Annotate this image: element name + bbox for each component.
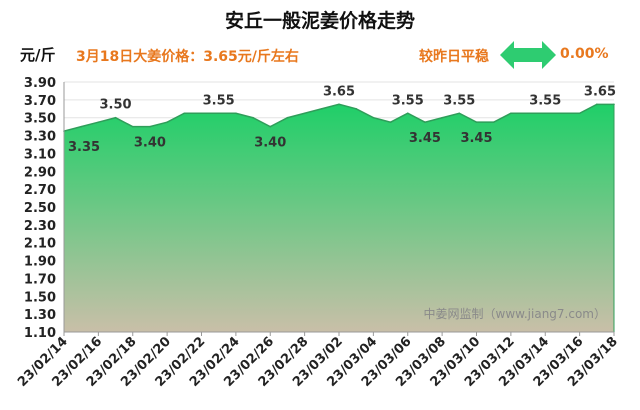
data-point [372, 116, 375, 119]
data-point [389, 121, 392, 123]
data-label: 3.40 [254, 136, 286, 151]
y-tick-label: 2.50 [24, 201, 56, 216]
data-label: 3.50 [100, 98, 132, 113]
y-tick-label: 1.90 [24, 255, 56, 270]
y-tick-label: 1.50 [24, 290, 56, 305]
data-point [286, 116, 289, 119]
y-axis: 1.10 1.30 1.50 1.70 1.90 2.10 2.30 2.50 2.70 2.90… [24, 76, 65, 341]
watermark: 中姜网监制（www.jiang7.com） [424, 306, 606, 321]
y-tick-label: 1.10 [24, 326, 56, 341]
data-point [492, 121, 495, 123]
y-tick-label: 3.70 [24, 94, 56, 109]
data-point [544, 112, 547, 115]
compare-label: 较昨日平稳 [419, 49, 489, 65]
data-point [80, 125, 82, 128]
data-point [183, 112, 186, 115]
data-point [200, 112, 203, 115]
data-point [97, 121, 100, 123]
double-arrow-icon [500, 41, 556, 69]
area-fill [64, 104, 614, 332]
data-point [235, 112, 237, 115]
data-point [166, 121, 168, 123]
unit-label: 元/斤 [20, 46, 56, 64]
y-tick-label: 1.70 [24, 272, 56, 287]
data-label: 3.45 [409, 131, 441, 146]
data-point [475, 121, 478, 123]
chart-title: 安丘一般泥姜价格走势 [224, 10, 415, 32]
data-point [578, 112, 581, 115]
data-point [406, 112, 409, 115]
change-percent: 0.00% [560, 46, 609, 62]
data-point [355, 107, 357, 110]
data-point [561, 112, 564, 115]
y-tick-label: 2.90 [24, 165, 56, 180]
data-point [131, 125, 134, 128]
data-point [458, 112, 461, 115]
data-point [321, 107, 323, 110]
y-tick-label: 2.70 [24, 183, 56, 198]
data-point [424, 121, 426, 123]
y-tick-label: 2.30 [24, 219, 56, 234]
x-axis: 23/02/1423/02/1623/02/1823/02/2023/02/22… [15, 331, 621, 390]
y-tick-label: 2.10 [24, 237, 56, 252]
data-label: 3.55 [203, 93, 235, 108]
data-point [217, 112, 220, 115]
data-point [596, 103, 598, 106]
data-label: 3.35 [68, 140, 100, 155]
y-tick-label: 3.30 [24, 130, 56, 145]
data-label: 3.55 [443, 93, 475, 108]
data-label: 3.40 [134, 136, 166, 151]
data-label: 3.65 [323, 84, 355, 99]
data-point [441, 116, 443, 119]
y-tick-label: 1.30 [24, 308, 56, 323]
data-label: 3.45 [460, 131, 492, 146]
data-point [613, 103, 615, 106]
data-point [252, 116, 254, 119]
data-label: 3.65 [584, 84, 616, 99]
area-series [63, 103, 615, 332]
y-tick-label: 3.10 [24, 147, 56, 162]
y-tick-label: 3.90 [24, 76, 56, 91]
data-point [303, 112, 306, 115]
data-point [510, 112, 512, 115]
price-headline: 3月18日大姜价格：3.65元/斤左右 [76, 49, 299, 65]
data-point [338, 103, 340, 106]
data-point [527, 112, 529, 115]
y-tick-label: 3.50 [24, 112, 56, 127]
data-point [149, 125, 151, 128]
data-label: 3.55 [392, 93, 424, 108]
data-label: 3.55 [529, 93, 561, 108]
data-labels: 3.35 3.50 3.40 3.55 3.40 3.65 3.55 3.45 3.55 3.45… [68, 84, 616, 155]
data-point [269, 125, 272, 128]
data-point [114, 116, 117, 119]
